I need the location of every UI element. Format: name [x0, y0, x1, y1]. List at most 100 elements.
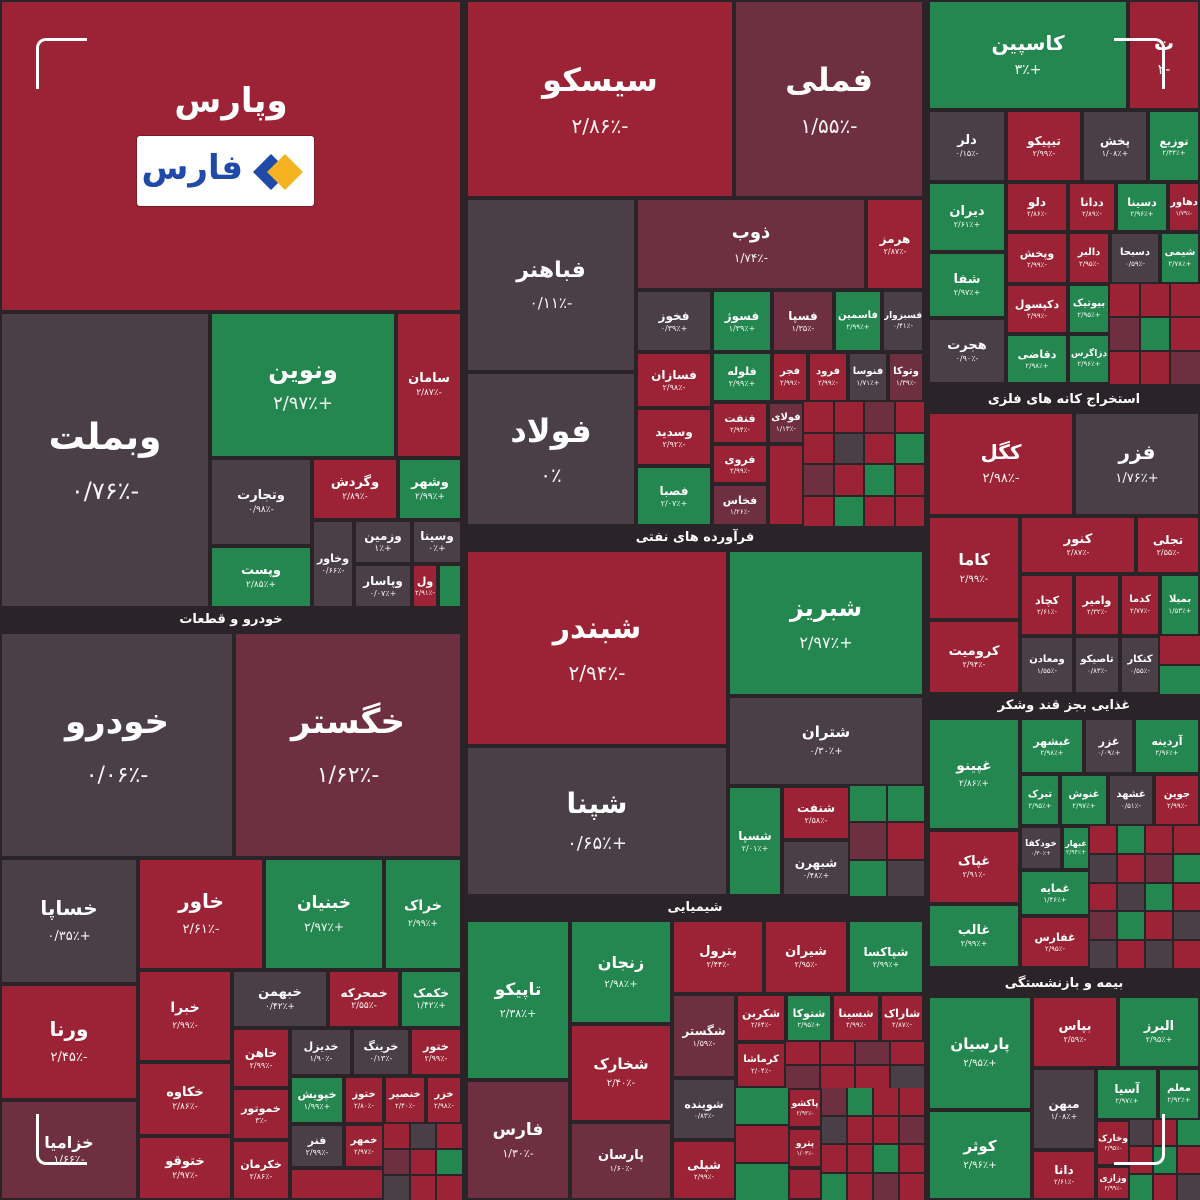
tile-shepna[interactable]: شپنا +۰/۶۵٪ — [466, 746, 728, 896]
tile-tabrak[interactable]: تبرک +۲/۹۵٪ — [1020, 774, 1060, 826]
tile-tozi[interactable]: توزیع +۲/۳۴٪ — [1148, 110, 1200, 182]
tile-dalu[interactable]: دلو -۲/۸۶٪ — [1006, 182, 1068, 232]
tile-khmotor[interactable]: خموتور -۳٪ — [232, 1088, 290, 1140]
tile-khkamka[interactable]: خکمک +۱/۴۲٪ — [400, 970, 462, 1028]
tile-vazmin[interactable]: وزمین +۱٪ — [354, 520, 412, 564]
tile-khenira[interactable]: خبرا -۲/۹۹٪ — [138, 970, 232, 1062]
tile-ghbeshahr[interactable]: غبشهر +۲/۹۸٪ — [1020, 718, 1084, 774]
tile-khamhareh[interactable]: خمحرکه -۲/۵۵٪ — [328, 970, 400, 1028]
tile-kovsar[interactable]: کوثر +۲/۹۶٪ — [928, 1110, 1032, 1200]
tile-dsina[interactable]: دسینا +۲/۹۶٪ — [1116, 182, 1168, 232]
tile-vamir[interactable]: وامیر -۲/۳۲٪ — [1074, 574, 1120, 636]
tile-shimi[interactable]: شیمی +۲/۷۸٪ — [1160, 232, 1200, 284]
tile-khtoghu[interactable]: ختوقو -۲/۹۷٪ — [138, 1136, 232, 1200]
tile-foroud[interactable]: فرود -۲/۹۹٪ — [808, 352, 848, 402]
tile-petrol[interactable]: پترول -۲/۴۴٪ — [672, 920, 764, 994]
tile-saman[interactable]: سامان -۲/۸۷٪ — [396, 312, 462, 458]
tile-khsapa[interactable]: خساپا +۰/۳۵٪ — [0, 858, 138, 984]
tile-dadara[interactable]: ددانا -۲/۸۹٪ — [1068, 182, 1116, 232]
tile-kama[interactable]: کاما -۲/۹۹٪ — [928, 516, 1020, 620]
tile-koromit[interactable]: کرومیت -۲/۹۴٪ — [928, 620, 1020, 694]
tile-khodro[interactable]: خودرو -۰/۰۶٪ — [0, 632, 234, 858]
tile-vtejarat[interactable]: وتجارت -۰/۹۸٪ — [210, 458, 312, 546]
tile-khenian[interactable]: خبنیان +۲/۹۷٪ — [264, 858, 384, 970]
tile-shetran[interactable]: شتران +۰/۳۰٪ — [728, 696, 924, 786]
tile-biotic[interactable]: بیوتیک +۲/۹۵٪ — [1068, 284, 1110, 334]
tile-vshahr[interactable]: وشهر +۲/۹۹٪ — [398, 458, 462, 520]
tile-bemila[interactable]: بمیلا +۱/۵۳٪ — [1160, 574, 1200, 636]
tile-tipiko[interactable]: تیپیکو -۲/۹۹٪ — [1006, 110, 1082, 182]
tile-khodkafa[interactable]: خودکفا +۰/۳۰٪ — [1020, 826, 1062, 870]
tile-vnovin[interactable]: ونوین +۲/۹۷٪ — [210, 312, 396, 458]
tile-kermasha[interactable]: کرماشا -۲/۰۴٪ — [736, 1042, 786, 1088]
tile-khdizel[interactable]: خدیزل -۱/۹۰٪ — [290, 1028, 352, 1076]
tile-kegol[interactable]: کگل -۲/۹۸٪ — [928, 412, 1074, 516]
tile-kenor[interactable]: کنور -۲/۸۷٪ — [1020, 516, 1136, 574]
tile-khazam[interactable]: خزامیا -۱/۶۶٪ — [0, 1100, 138, 1200]
tile-shebandar[interactable]: شبندر -۲/۹۴٪ — [466, 550, 728, 746]
tile-foleh[interactable]: فلوله +۲/۹۹٪ — [712, 352, 772, 402]
tile-shesepa[interactable]: شسپا +۲/۰۱٪ — [728, 786, 782, 896]
tile-khauto-fill[interactable] — [290, 1168, 384, 1200]
tile-vtoka[interactable]: وتوکا -۱/۳۹٪ — [888, 352, 924, 402]
tile-tapiko[interactable]: تاپیکو +۲/۳۸٪ — [466, 920, 570, 1080]
tile-khmehr[interactable]: خمهر -۲/۹۷٪ — [344, 1124, 384, 1168]
tile-shekarbon[interactable]: شکربن -۲/۶۴٪ — [736, 994, 786, 1042]
tile-hejrat[interactable]: هجرت -۰/۹۰٪ — [928, 318, 1006, 384]
tile-shiran[interactable]: شیران -۲/۹۵٪ — [764, 920, 848, 994]
tile-dhavar[interactable]: دهاور -۱/۷۹٪ — [1168, 182, 1200, 232]
tile-forvi-side[interactable] — [768, 444, 804, 526]
tile-vkhavar[interactable]: وخاور -۰/۶۶٪ — [312, 520, 354, 608]
tile-khbish[interactable]: خپویش +۱/۹۹٪ — [290, 1076, 344, 1124]
tile-dghazi[interactable]: دقاضی +۲/۹۸٪ — [1006, 334, 1068, 384]
tile-kechad[interactable]: کچاد -۲/۶۱٪ — [1020, 574, 1074, 636]
tile-zob[interactable]: ذوب -۱/۷۴٪ — [636, 198, 866, 290]
tile-khbahman[interactable]: خبهمن +۰/۴۲٪ — [232, 970, 328, 1028]
tile-ghmaya[interactable]: غمایه +۱/۴۶٪ — [1020, 870, 1090, 916]
tile-fameli[interactable]: فملی -۱/۵۵٪ — [734, 0, 924, 198]
tile-ghpak[interactable]: غپاک -۲/۹۱٪ — [928, 830, 1020, 904]
tile-vpost[interactable]: وپست +۲/۸۵٪ — [210, 546, 312, 608]
tile-shekharak[interactable]: شخارک -۲/۴۰٪ — [570, 1024, 672, 1122]
tile-ardineh[interactable]: آردینه +۲/۹۶٪ — [1134, 718, 1200, 774]
tile-foulad[interactable]: فولاد ۰٪ — [466, 372, 636, 526]
tile-fanaft[interactable]: فنفت -۲/۹۴٪ — [712, 402, 768, 444]
tile-shebriz[interactable]: شبریز +۲/۹۷٪ — [728, 550, 924, 696]
tile-sheneft[interactable]: شنفت -۲/۵۸٪ — [782, 786, 850, 840]
tile-dkosol[interactable]: دکپسول -۲/۹۹٪ — [1006, 284, 1068, 334]
tile-ghfars[interactable]: غفارس -۲/۹۵٪ — [1020, 916, 1090, 968]
tile-fespa[interactable]: فسپا -۱/۳۵٪ — [772, 290, 834, 352]
tile-khkaveh[interactable]: خکاوه -۲/۸۶٪ — [138, 1062, 232, 1136]
tile-asia[interactable]: آسیا +۲/۹۷٪ — [1096, 1068, 1158, 1120]
tile-dzagros[interactable]: دزاگرس +۲/۹۶٪ — [1068, 334, 1110, 384]
tile-petro-fill[interactable] — [788, 1168, 822, 1200]
tile-shetoka[interactable]: شتوکا +۲/۹۵٪ — [786, 994, 832, 1042]
tile-fabahonar[interactable]: فباهنر -۰/۱۱٪ — [466, 198, 636, 372]
tile-kadma[interactable]: کدما -۲/۷۷٪ — [1120, 574, 1160, 636]
tile-fajr[interactable]: فجر -۲/۹۹٪ — [772, 352, 808, 402]
tile-khfanar[interactable]: فنر -۲/۹۹٪ — [290, 1124, 344, 1168]
tile-khzamia[interactable]: ختوز -۲/۸۰٪ — [344, 1076, 384, 1124]
tile-shovindeh[interactable]: شوینده -۰/۸۳٪ — [672, 1078, 736, 1140]
tile-fakhas[interactable]: فخاس -۱/۲۶٪ — [712, 484, 768, 526]
tile-alborz[interactable]: البرز +۲/۹۵٪ — [1118, 996, 1200, 1068]
tile-tasiko[interactable]: تاصیکو -۰/۸۳٪ — [1074, 636, 1120, 694]
tile-fakhoz[interactable]: فخوز +۰/۳۹٪ — [636, 290, 712, 352]
tile-vel[interactable]: ول -۲/۹۱٪ — [412, 564, 438, 608]
tile-fasazan[interactable]: فسازان -۲/۹۸٪ — [636, 352, 712, 408]
tile-kaspian[interactable]: کاسپین +۳٪ — [928, 0, 1128, 110]
tile-vrazi[interactable]: وزازی -۲/۹۹٪ — [1096, 1166, 1130, 1200]
tile-sharak[interactable]: شاراک -۲/۸۷٪ — [880, 994, 924, 1042]
tile-khahan[interactable]: خاهن -۲/۹۹٪ — [232, 1028, 290, 1088]
tile-fasmin[interactable]: فاسمین +۲/۹۹٪ — [834, 290, 882, 352]
tile-vbemelat[interactable]: وبملت -۰/۷۶٪ — [0, 312, 210, 608]
tile-fars[interactable]: فارس -۱/۳۰٪ — [466, 1080, 570, 1200]
tile-dalbar[interactable]: دالبر -۲/۹۵٪ — [1068, 232, 1110, 284]
tile-bepas[interactable]: بپاس -۲/۵۹٪ — [1032, 996, 1118, 1068]
tile-pabak[interactable]: پاکشو -۲/۹۲٪ — [788, 1088, 822, 1128]
tile-ghanoush[interactable]: غنوش +۲/۹۷٪ — [1060, 774, 1108, 826]
tile-shepali[interactable]: شپلی -۲/۹۹٪ — [672, 1140, 736, 1200]
tile-moallem[interactable]: معلم +۲/۹۲٪ — [1158, 1068, 1200, 1120]
tile-ghshahd[interactable]: غشهد -۰/۵۱٪ — [1108, 774, 1154, 826]
tile-fazar[interactable]: فزر +۱/۷۶٪ — [1074, 412, 1200, 516]
